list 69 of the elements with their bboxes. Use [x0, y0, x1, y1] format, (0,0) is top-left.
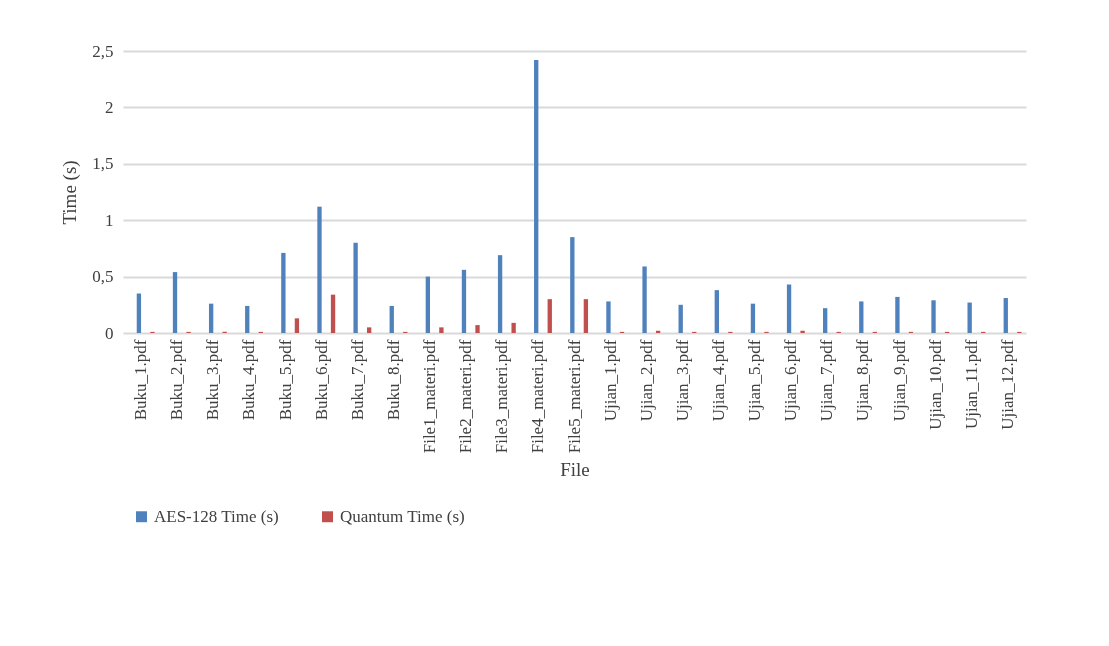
bar — [534, 60, 539, 333]
bar — [317, 206, 322, 333]
bar — [475, 325, 480, 333]
y-tick-label: 2,5 — [92, 41, 114, 61]
bar — [366, 327, 372, 333]
x-tick-label: Ujian_1.pdf — [600, 339, 620, 422]
y-tick-label: 1 — [105, 210, 114, 230]
x-tick-label: Ujian_4.pdf — [708, 339, 728, 422]
x-tick-label: Ujian_9.pdf — [889, 339, 909, 422]
bar — [606, 301, 611, 333]
x-tick-label: Ujian_6.pdf — [781, 339, 801, 422]
x-tick-label: File2_materi.pdf — [456, 339, 476, 454]
bar — [439, 327, 444, 333]
bar — [859, 301, 864, 333]
bar — [172, 272, 178, 333]
bar — [461, 269, 467, 333]
bar — [330, 294, 336, 333]
x-tick-label: Ujian_11.pdf — [961, 339, 981, 430]
bar — [294, 318, 300, 333]
bar — [931, 300, 936, 333]
x-tick-label: File1_materi.pdf — [420, 339, 440, 454]
bar — [823, 308, 828, 333]
bar — [1003, 298, 1008, 333]
x-tick-label: Buku_3.pdf — [203, 339, 223, 421]
x-tick-label: File3_materi.pdf — [492, 339, 512, 454]
x-tick-label: Buku_6.pdf — [311, 339, 331, 421]
bar — [583, 299, 589, 333]
x-tick-label: Ujian_12.pdf — [997, 339, 1017, 430]
x-tick-label: Buku_1.pdf — [131, 339, 151, 421]
bar — [678, 304, 683, 333]
bar — [208, 303, 214, 333]
bar — [511, 322, 516, 333]
bar — [570, 237, 575, 333]
x-tick-label: Ujian_7.pdf — [817, 339, 837, 422]
x-tick-label: File4_materi.pdf — [528, 339, 548, 454]
x-tick-label: Buku_4.pdf — [239, 339, 259, 421]
bar — [714, 290, 719, 333]
legend-label: Quantum Time (s) — [340, 506, 465, 526]
y-tick-label: 2 — [105, 97, 114, 117]
x-tick-label: Ujian_10.pdf — [925, 339, 945, 430]
bar — [425, 276, 431, 333]
y-tick-label: 0,5 — [92, 267, 114, 287]
bar — [750, 303, 756, 333]
x-tick-label: Buku_8.pdf — [383, 339, 403, 421]
bar — [786, 284, 792, 333]
bar — [895, 296, 900, 333]
x-tick-label: Ujian_5.pdf — [745, 339, 765, 422]
bar — [281, 252, 286, 333]
x-tick-label: File5_materi.pdf — [564, 339, 584, 454]
bar — [497, 255, 503, 333]
bar — [547, 299, 552, 333]
bar — [389, 305, 394, 333]
x-tick-label: Ujian_3.pdf — [672, 339, 692, 422]
y-tick-label: 1,5 — [92, 154, 114, 174]
y-tick-label: 0 — [105, 323, 114, 343]
bar — [245, 305, 250, 333]
legend-label: AES-128 Time (s) — [154, 506, 279, 526]
bar — [136, 293, 142, 333]
y-axis-title: Time (s) — [59, 160, 82, 225]
x-tick-label: Ujian_2.pdf — [636, 339, 656, 422]
bar — [642, 266, 647, 333]
bar — [967, 302, 972, 333]
bar — [353, 242, 358, 333]
x-tick-label: Buku_7.pdf — [347, 339, 367, 421]
x-tick-label: Buku_5.pdf — [275, 339, 295, 421]
x-tick-label: Ujian_8.pdf — [853, 339, 873, 422]
x-axis-title: File — [560, 459, 590, 481]
x-tick-label: Buku_2.pdf — [167, 339, 187, 421]
bar — [800, 330, 805, 333]
